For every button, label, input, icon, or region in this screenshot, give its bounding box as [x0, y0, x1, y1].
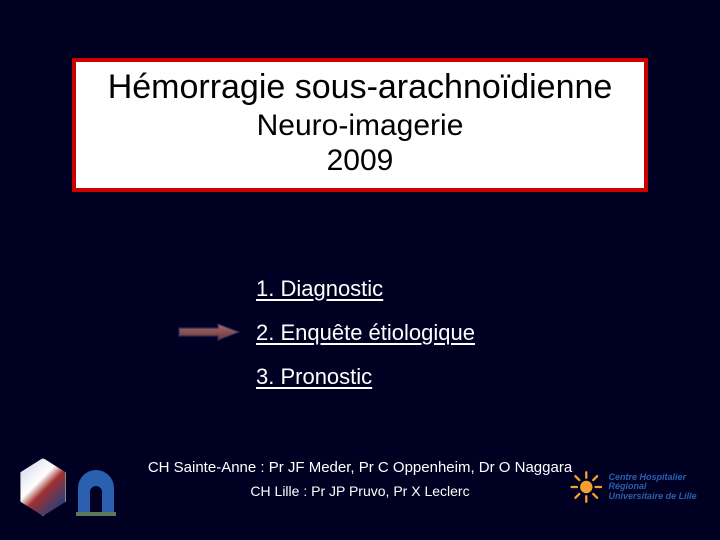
chru-lille-logo: Centre Hospitalier Régional Universitair… [570, 462, 700, 512]
blue-arch-logo [72, 466, 120, 516]
outline-item-3: 3. Pronostic [256, 364, 475, 390]
title-subtitle: Neuro-imagerie [84, 109, 636, 144]
outline-list: 1. Diagnostic 2. Enquête étiologique 3. … [256, 276, 475, 408]
outline-item-2: 2. Enquête étiologique [256, 320, 475, 346]
outline-item-1: 1. Diagnostic [256, 276, 475, 302]
sun-icon [570, 466, 603, 508]
pointer-arrow [178, 323, 240, 346]
title-box: Hémorragie sous-arachnoïdienne Neuro-ima… [72, 58, 648, 192]
title-main: Hémorragie sous-arachnoïdienne [84, 68, 636, 107]
chru-lille-text: Centre Hospitalier Régional Universitair… [609, 473, 700, 501]
title-year: 2009 [84, 144, 636, 179]
